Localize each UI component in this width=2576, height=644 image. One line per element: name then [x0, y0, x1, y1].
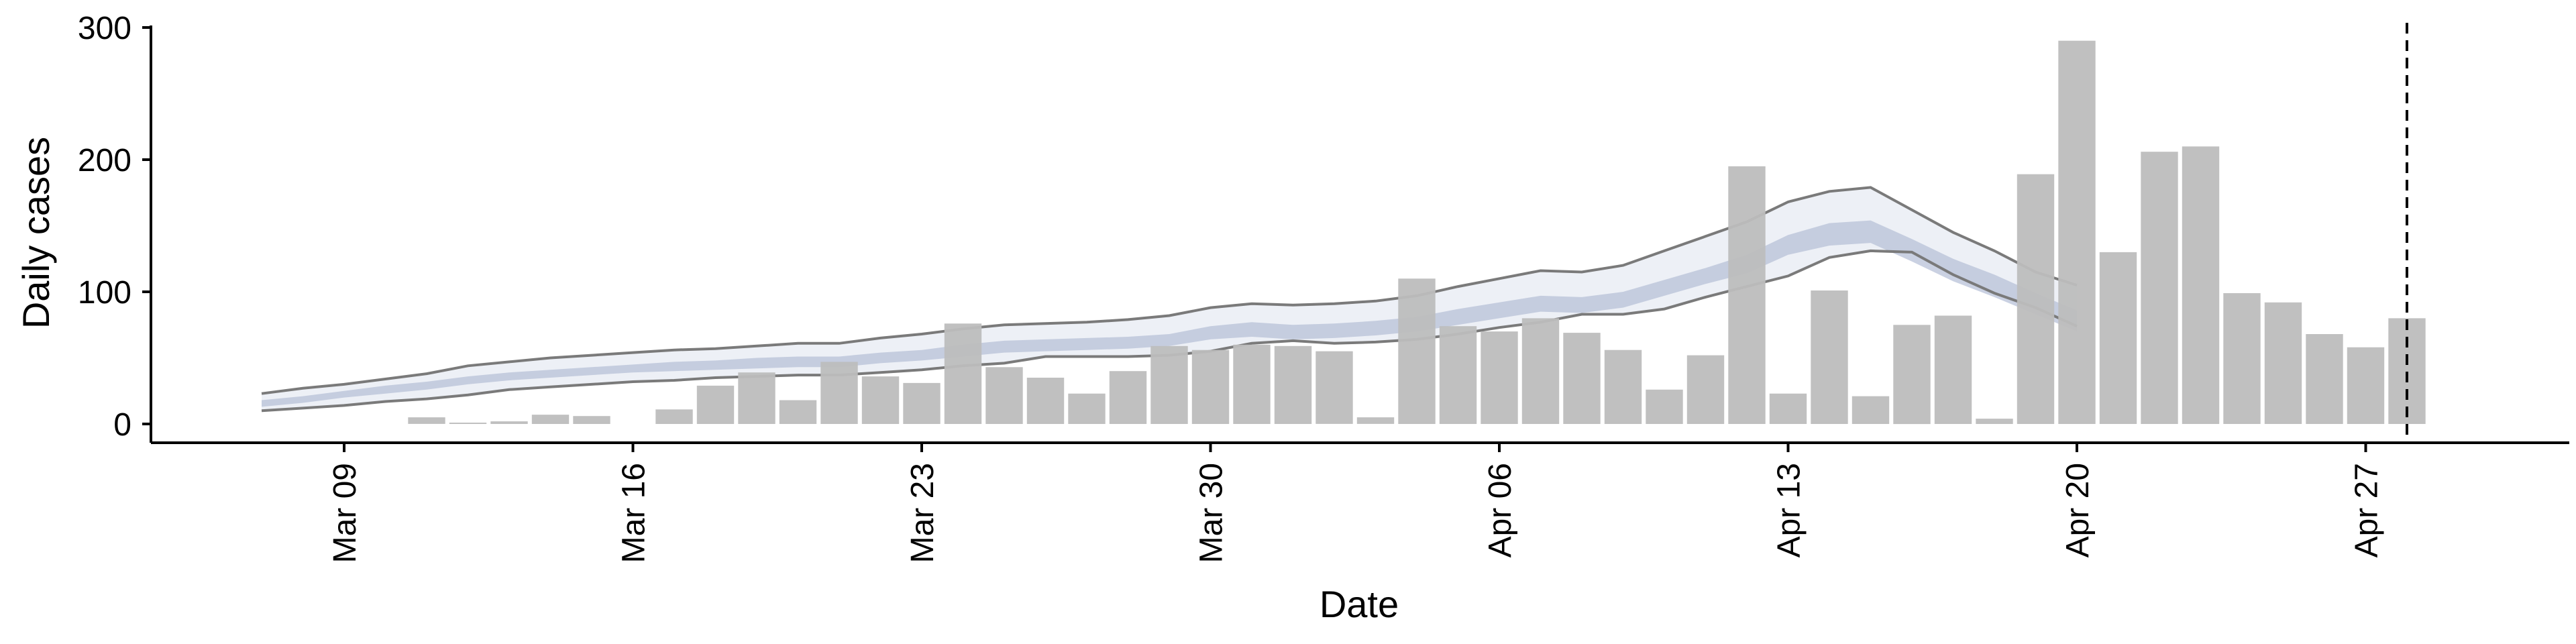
bar-2020-03-24: [944, 323, 982, 424]
x-tick-label-2020-03-09: Mar 09: [327, 463, 363, 563]
x-axis-title: Date: [1320, 583, 1399, 625]
bar-2020-04-16: [1893, 325, 1931, 425]
bar-2020-03-18: [696, 385, 735, 424]
bar-2020-03-23: [903, 382, 941, 424]
bar-2020-04-27: [2347, 347, 2385, 424]
y-axis-title: Daily cases: [15, 137, 57, 329]
bar-2020-03-26: [1026, 378, 1065, 424]
x-tick-label-2020-03-16: Mar 16: [616, 463, 652, 563]
x-tick-label-2020-03-23: Mar 23: [905, 463, 941, 563]
x-tick-label-2020-04-06: Apr 06: [1483, 463, 1518, 557]
bar-2020-04-18: [1976, 419, 2013, 424]
daily-case-bars: [408, 40, 2426, 425]
x-axis-ticks: Mar 09 Mar 16 Mar 23 Mar 30 Apr 06 Apr 13 Apr …: [327, 443, 2385, 563]
bar-2020-03-29: [1150, 345, 1188, 424]
bar-2020-03-21: [820, 362, 858, 424]
bar-2020-04-21: [2099, 252, 2137, 424]
bar-2020-03-15: [573, 416, 610, 424]
bar-2020-03-22: [861, 376, 900, 424]
bar-2020-04-20: [2058, 40, 2096, 424]
bar-2020-04-03: [1356, 417, 1395, 424]
bar-2020-03-25: [985, 367, 1023, 424]
bar-2020-03-30: [1191, 350, 1230, 424]
bar-2020-04-17: [1934, 315, 1972, 424]
bar-2020-04-19: [2017, 174, 2055, 424]
y-axis-ticks: 0 100 200 300: [78, 11, 151, 443]
bar-2020-03-20: [779, 400, 817, 424]
bar-2020-03-19: [738, 372, 775, 424]
bar-2020-04-04: [1398, 278, 1436, 424]
bar-2020-04-02: [1316, 351, 1353, 424]
y-tick-label-200: 200: [78, 143, 131, 178]
bar-2020-04-22: [2141, 152, 2178, 424]
band-90-area: [262, 187, 2077, 411]
x-tick-label-2020-04-27: Apr 27: [2349, 463, 2385, 557]
bar-2020-04-09: [1604, 350, 1642, 424]
y-tick-label-0: 0: [113, 407, 131, 443]
band-upper-line: [261, 186, 2078, 395]
bar-2020-03-11: [408, 417, 445, 424]
axes: [150, 25, 2569, 444]
bar-2020-04-24: [2223, 293, 2261, 424]
x-tick-label-2020-03-30: Mar 30: [1194, 463, 1230, 563]
x-tick-label-2020-04-20: Apr 20: [2060, 463, 2096, 557]
bar-2020-03-14: [531, 415, 570, 424]
bar-2020-04-12: [1728, 166, 1766, 424]
bar-2020-04-10: [1646, 389, 1683, 424]
bar-2020-04-01: [1274, 345, 1312, 424]
bar-2020-04-13: [1769, 393, 1807, 424]
bar-2020-04-28: [2388, 318, 2426, 424]
bar-2020-04-23: [2182, 146, 2220, 425]
bar-2020-04-06: [1481, 331, 1518, 424]
bar-2020-03-12: [449, 423, 487, 424]
bar-2020-04-14: [1811, 290, 1848, 424]
x-tick-label-2020-04-13: Apr 13: [1772, 463, 1807, 557]
y-tick-label-300: 300: [78, 11, 131, 46]
bar-2020-04-25: [2264, 302, 2302, 424]
bar-2020-03-27: [1068, 393, 1106, 424]
bar-2020-04-07: [1521, 318, 1560, 424]
bar-2020-03-31: [1233, 344, 1271, 424]
y-tick-label-100: 100: [78, 275, 131, 311]
bar-2020-04-11: [1686, 355, 1725, 424]
bar-2020-04-08: [1563, 333, 1601, 424]
band-50-area: [262, 220, 2077, 407]
bar-2020-04-15: [1851, 396, 1890, 424]
bar-2020-03-28: [1109, 371, 1147, 424]
bar-2020-03-17: [655, 409, 693, 424]
bar-2020-04-05: [1439, 326, 1477, 424]
bar-2020-04-26: [2306, 334, 2343, 424]
bar-2020-03-13: [490, 421, 528, 424]
